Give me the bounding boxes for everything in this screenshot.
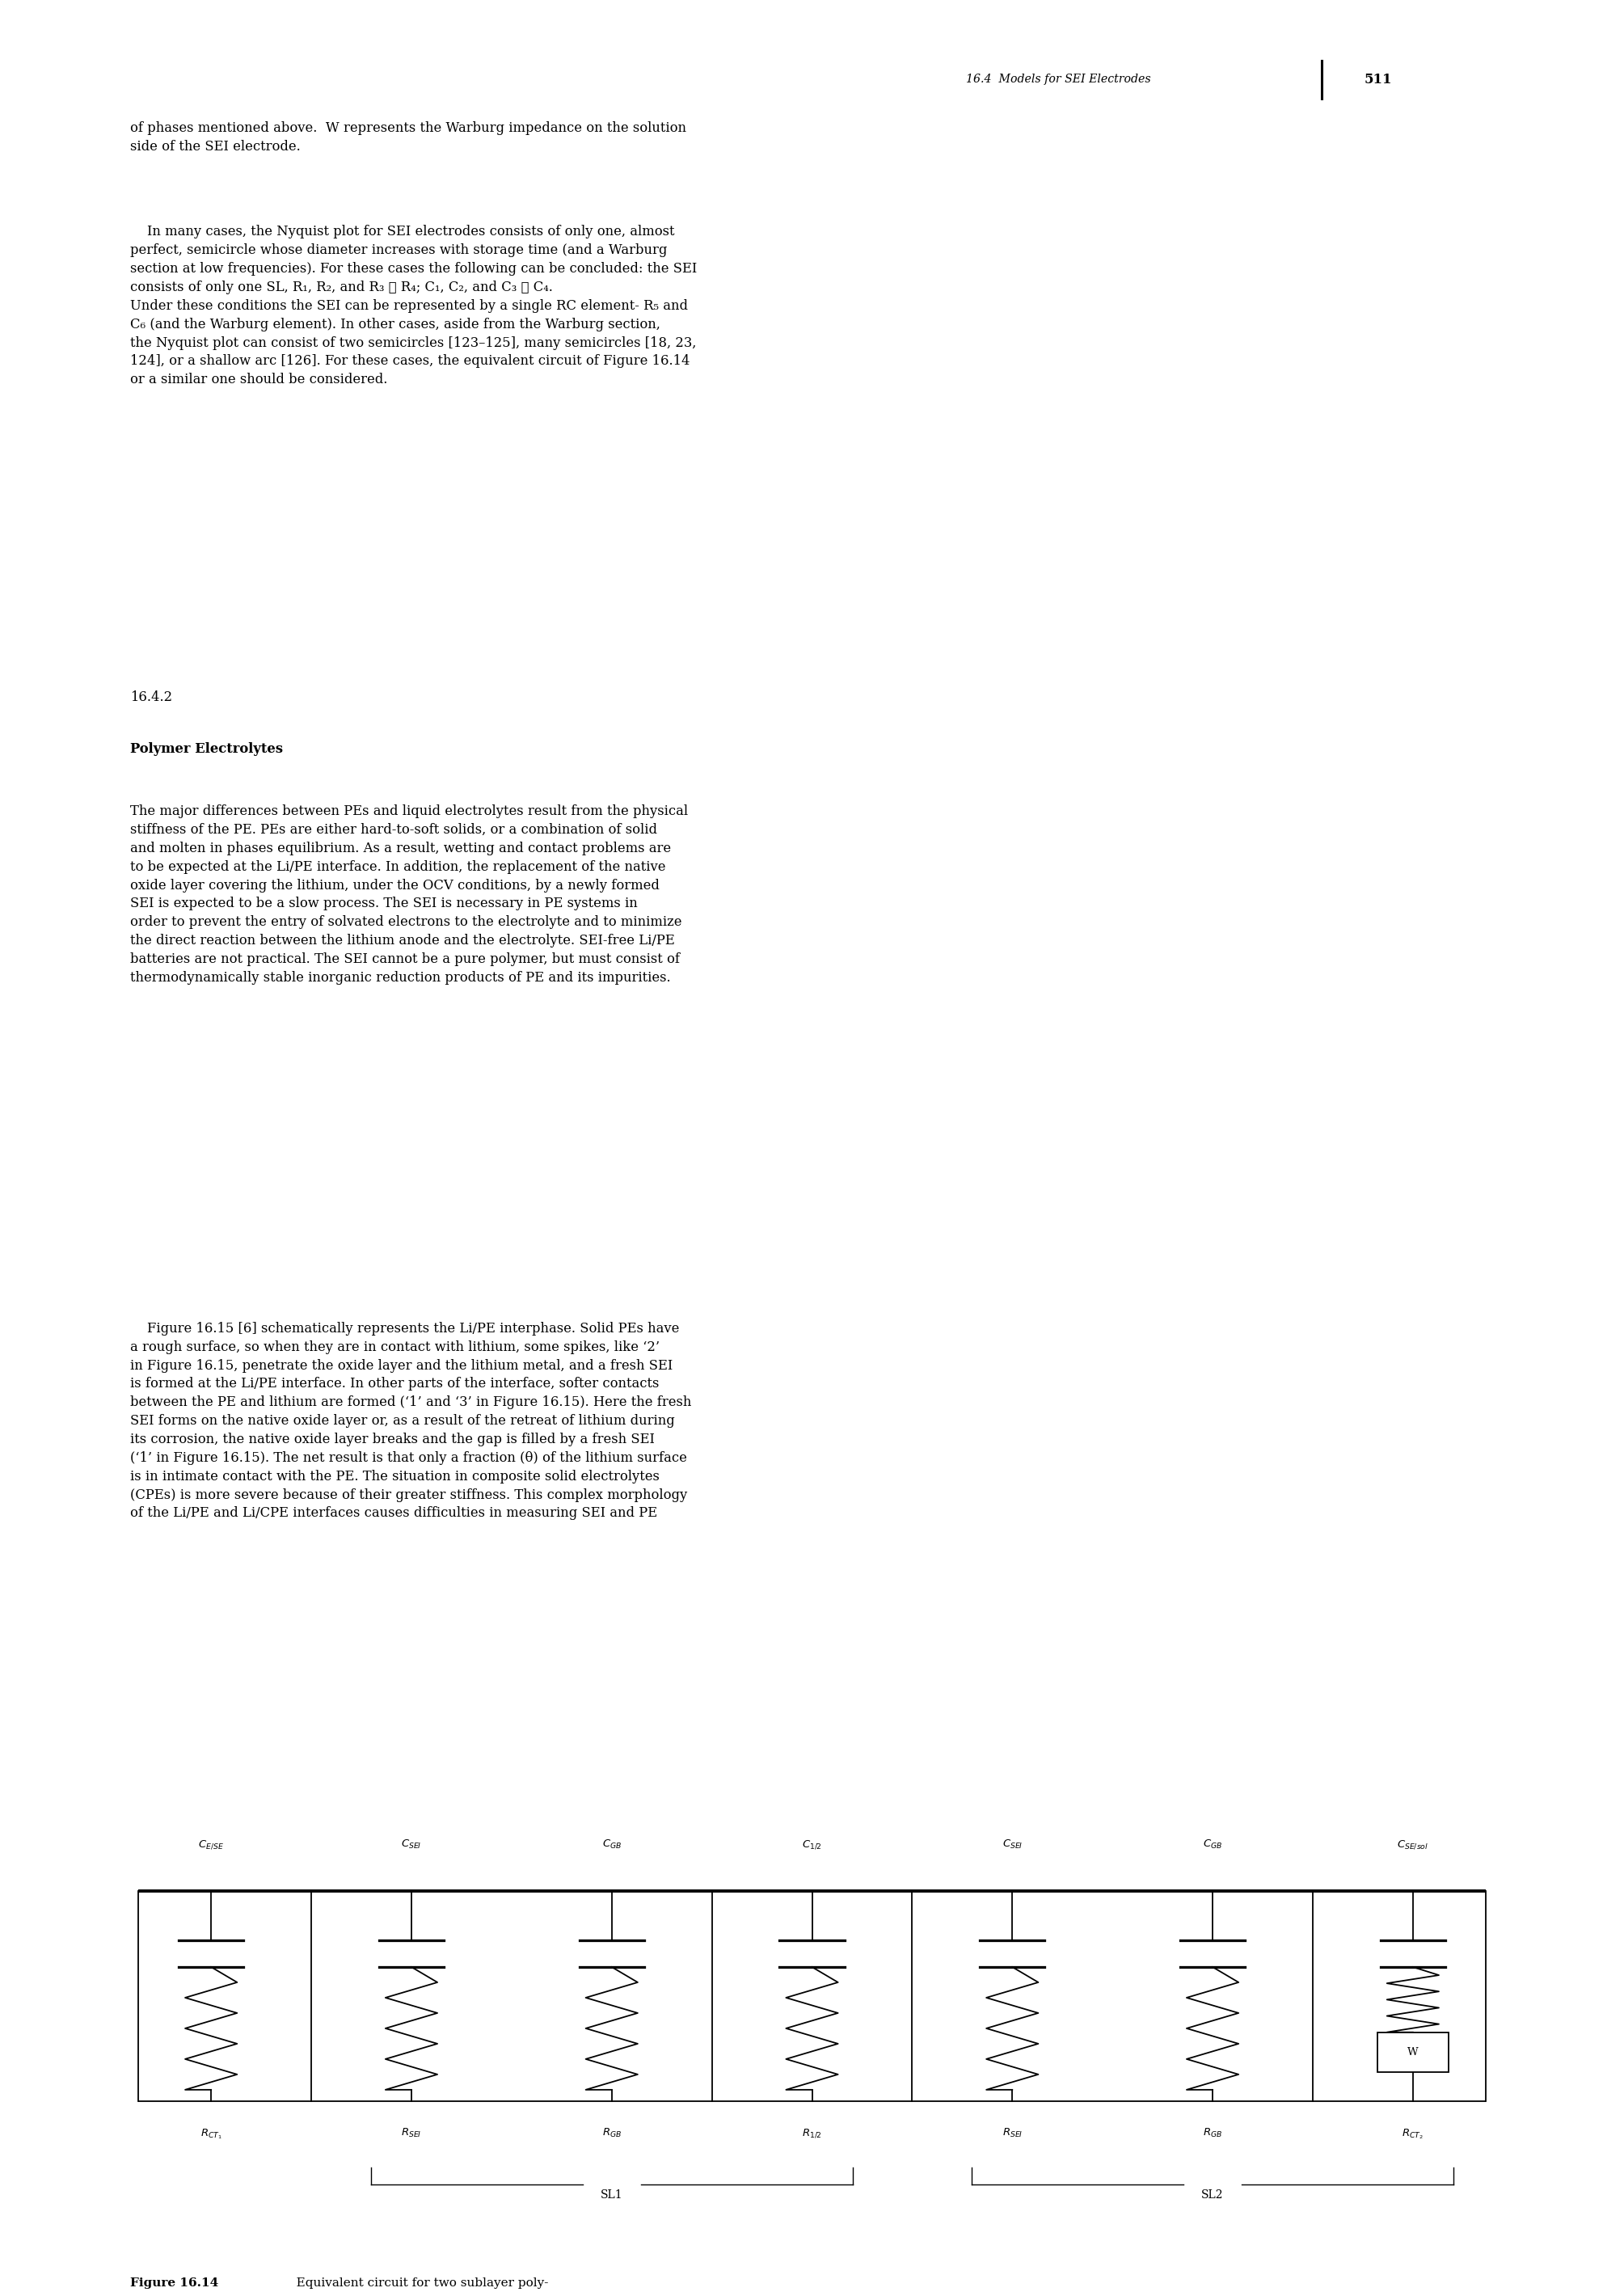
Text: of phases mentioned above.  W represents the Warburg impedance on the solution
s: of phases mentioned above. W represents … (130, 121, 685, 154)
Text: Equivalent circuit for two sublayer poly-
heteromicrophase SEI (for notation, se: Equivalent circuit for two sublayer poly… (284, 2278, 609, 2292)
Text: The major differences between PEs and liquid electrolytes result from the physic: The major differences between PEs and li… (130, 804, 689, 986)
Bar (1377, 2033, 1449, 2072)
Text: 16.4.2: 16.4.2 (130, 690, 172, 704)
Text: $C_{SEI}$: $C_{SEI}$ (1002, 1838, 1023, 1852)
Text: $R_{SEI}$: $R_{SEI}$ (1002, 2127, 1023, 2138)
Text: $R_{1/2}$: $R_{1/2}$ (802, 2127, 822, 2138)
Text: Figure 16.14: Figure 16.14 (130, 2278, 218, 2290)
Text: SL2: SL2 (1202, 2189, 1224, 2200)
Text: $C_{SEI}$: $C_{SEI}$ (401, 1838, 422, 1852)
Text: 16.4  Models for SEI Electrodes: 16.4 Models for SEI Electrodes (966, 73, 1151, 85)
Text: $C_{GB}$: $C_{GB}$ (603, 1838, 622, 1852)
Text: $R_{CT_2}$: $R_{CT_2}$ (1402, 2127, 1424, 2141)
Text: Figure 16.15 [6] schematically represents the Li/PE interphase. Solid PEs have
a: Figure 16.15 [6] schematically represent… (130, 1322, 692, 1520)
Text: $R_{GB}$: $R_{GB}$ (1203, 2127, 1223, 2138)
Text: $C_{1/2}$: $C_{1/2}$ (802, 1838, 822, 1852)
Text: In many cases, the Nyquist plot for SEI electrodes consists of only one, almost
: In many cases, the Nyquist plot for SEI … (130, 225, 697, 387)
Text: $R_{SEI}$: $R_{SEI}$ (401, 2127, 422, 2138)
Text: $C_{SE/sol}$: $C_{SE/sol}$ (1397, 1838, 1429, 1852)
Text: $C_{E/SE}$: $C_{E/SE}$ (198, 1838, 224, 1852)
Text: SL1: SL1 (601, 2189, 624, 2200)
Text: $R_{GB}$: $R_{GB}$ (603, 2127, 622, 2138)
Text: 511: 511 (1364, 73, 1392, 87)
Text: $C_{GB}$: $C_{GB}$ (1203, 1838, 1223, 1852)
Text: Polymer Electrolytes: Polymer Electrolytes (130, 743, 283, 756)
Text: W: W (1408, 2047, 1418, 2058)
Text: $R_{CT_1}$: $R_{CT_1}$ (200, 2127, 222, 2141)
